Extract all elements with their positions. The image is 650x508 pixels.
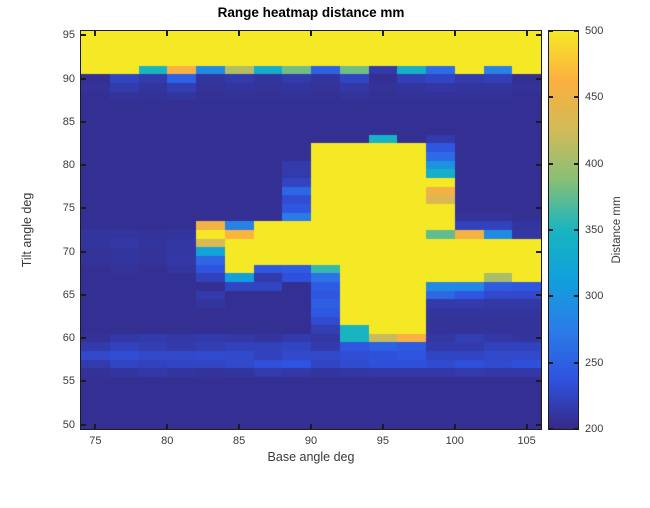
x-tick-label-80: 80 bbox=[161, 435, 174, 447]
x-tick-mark bbox=[94, 424, 97, 429]
y-tick-label-95: 95 bbox=[62, 29, 75, 42]
colorbar-tick-mark-right bbox=[574, 162, 578, 165]
colorbar-tick-label-500: 500 bbox=[585, 25, 604, 37]
colorbar-tick-mark bbox=[549, 229, 553, 231]
colorbar bbox=[549, 31, 578, 429]
x-tick-mark bbox=[238, 424, 241, 429]
y-tick-mark-right bbox=[536, 164, 541, 167]
x-tick-label-95: 95 bbox=[376, 435, 389, 447]
y-tick-mark bbox=[81, 207, 86, 210]
colorbar-tick-mark-right bbox=[574, 30, 578, 32]
y-tick-mark bbox=[81, 423, 86, 426]
x-tick-mark-top bbox=[238, 31, 241, 36]
y-tick-mark-right bbox=[536, 207, 541, 210]
colorbar-tick-mark bbox=[549, 361, 553, 364]
colorbar-tick-mark bbox=[549, 96, 553, 99]
y-axis-label: Tilt angle deg bbox=[20, 192, 34, 268]
y-tick-label-55: 55 bbox=[62, 375, 75, 388]
y-tick-mark bbox=[81, 120, 86, 123]
x-tick-label-75: 75 bbox=[89, 435, 102, 447]
y-tick-label-85: 85 bbox=[62, 115, 75, 128]
colorbar-tick-mark-right bbox=[574, 96, 578, 99]
y-tick-label-75: 75 bbox=[62, 202, 75, 215]
y-tick-mark-right bbox=[536, 120, 541, 123]
colorbar-tick-mark-right bbox=[574, 428, 578, 430]
x-tick-mark bbox=[453, 424, 456, 429]
colorbar-tick-label-300: 300 bbox=[585, 290, 604, 303]
colorbar-tick-label-450: 450 bbox=[585, 91, 604, 104]
y-tick-mark-right bbox=[536, 34, 541, 37]
y-tick-mark bbox=[81, 250, 86, 253]
colorbar-tick-label-200: 200 bbox=[585, 423, 604, 435]
chart-title: Range heatmap distance mm bbox=[217, 5, 405, 20]
colorbar-tick-mark bbox=[549, 295, 553, 298]
colorbar-tick-mark bbox=[549, 162, 553, 165]
x-tick-mark-top bbox=[381, 31, 384, 36]
y-tick-mark bbox=[81, 77, 86, 80]
colorbar-tick-label-350: 350 bbox=[585, 224, 604, 236]
y-tick-mark bbox=[81, 164, 86, 167]
x-tick-mark-top bbox=[453, 31, 456, 36]
colorbar-canvas bbox=[549, 31, 578, 429]
colorbar-tick-label-400: 400 bbox=[585, 157, 604, 170]
colorbar-tick-mark bbox=[549, 30, 553, 32]
y-tick-label-65: 65 bbox=[62, 288, 75, 301]
y-tick-mark bbox=[81, 34, 86, 37]
heatmap-plot-area bbox=[81, 31, 541, 429]
y-tick-label-90: 90 bbox=[62, 72, 75, 85]
x-tick-mark bbox=[166, 424, 169, 429]
y-tick-label-80: 80 bbox=[62, 159, 75, 172]
x-tick-mark-top bbox=[166, 31, 169, 36]
colorbar-tick-mark-right bbox=[574, 229, 578, 231]
x-tick-mark bbox=[310, 424, 312, 429]
y-tick-mark-right bbox=[536, 250, 541, 253]
x-tick-mark-top bbox=[94, 31, 97, 36]
x-tick-mark-top bbox=[310, 31, 312, 36]
x-tick-mark bbox=[381, 424, 384, 429]
y-tick-label-60: 60 bbox=[62, 332, 75, 345]
y-tick-mark bbox=[81, 337, 86, 340]
heatmap-canvas bbox=[81, 31, 541, 429]
x-tick-mark bbox=[525, 424, 528, 429]
colorbar-tick-mark bbox=[549, 428, 553, 430]
y-tick-mark bbox=[81, 293, 86, 296]
y-tick-mark-right bbox=[536, 337, 541, 340]
y-tick-label-50: 50 bbox=[62, 418, 75, 431]
x-tick-label-105: 105 bbox=[517, 435, 536, 447]
y-tick-mark bbox=[81, 380, 86, 383]
x-axis-label: Base angle deg bbox=[267, 450, 355, 464]
y-tick-mark-right bbox=[536, 77, 541, 80]
colorbar-tick-mark-right bbox=[574, 361, 578, 364]
y-tick-label-70: 70 bbox=[62, 245, 75, 258]
x-tick-mark-top bbox=[525, 31, 528, 36]
x-tick-label-90: 90 bbox=[304, 435, 318, 447]
y-tick-mark-right bbox=[536, 380, 541, 383]
y-tick-mark-right bbox=[536, 423, 541, 426]
x-tick-label-85: 85 bbox=[233, 435, 246, 447]
y-tick-mark-right bbox=[536, 293, 541, 296]
colorbar-tick-label-250: 250 bbox=[585, 356, 604, 369]
x-tick-label-100: 100 bbox=[445, 435, 464, 447]
colorbar-tick-mark-right bbox=[574, 295, 578, 298]
